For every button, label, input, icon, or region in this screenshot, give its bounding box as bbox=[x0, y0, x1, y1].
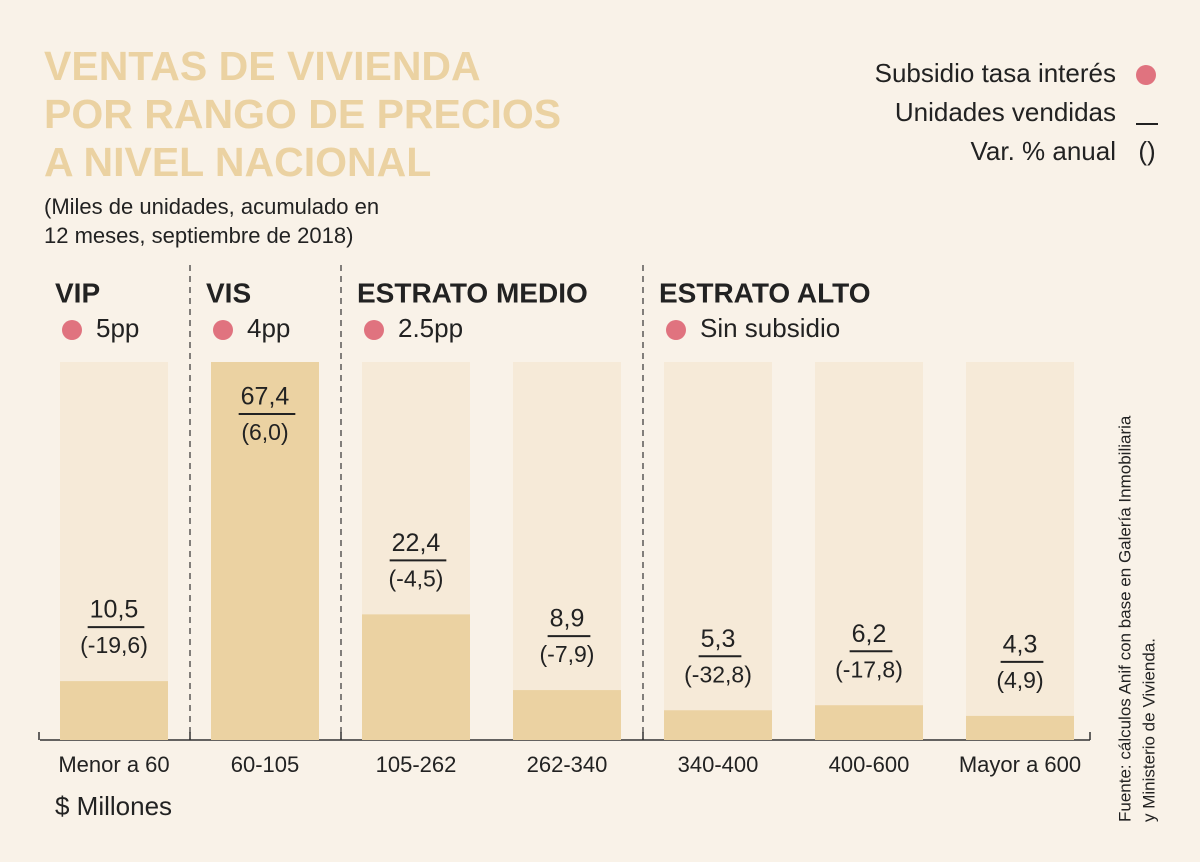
change-label: (-19,6) bbox=[80, 632, 148, 658]
group-name: VIS bbox=[206, 277, 251, 308]
x-axis-label: $ Millones bbox=[55, 791, 172, 821]
bar bbox=[513, 690, 621, 740]
bar bbox=[211, 362, 319, 740]
change-label: (4,9) bbox=[996, 667, 1043, 693]
bar-background bbox=[60, 362, 168, 740]
x-tick-label: 262-340 bbox=[527, 752, 608, 777]
subsidy-label: 4pp bbox=[247, 313, 290, 343]
legend-symbol: () bbox=[1138, 136, 1155, 166]
bar-background bbox=[966, 362, 1074, 740]
bar-background bbox=[664, 362, 772, 740]
chart-title: A NIVEL NACIONAL bbox=[44, 139, 431, 185]
group-name: ESTRATO ALTO bbox=[659, 277, 871, 308]
change-label: (-7,9) bbox=[540, 641, 595, 667]
legend-label: Subsidio tasa interés bbox=[875, 58, 1116, 88]
x-tick-label: 60-105 bbox=[231, 752, 300, 777]
change-label: (-17,8) bbox=[835, 656, 903, 682]
x-tick-label: Mayor a 600 bbox=[959, 752, 1081, 777]
subtitle: (Miles de unidades, acumulado en bbox=[44, 194, 379, 219]
subsidy-dot bbox=[213, 320, 233, 340]
value-label: 6,2 bbox=[852, 620, 887, 648]
change-label: (-32,8) bbox=[684, 661, 752, 687]
chart-title: VENTAS DE VIVIENDA bbox=[44, 43, 481, 89]
subsidy-dot bbox=[666, 320, 686, 340]
bar bbox=[664, 710, 772, 740]
group-name: ESTRATO MEDIO bbox=[357, 277, 588, 308]
bar bbox=[362, 614, 470, 740]
value-label: 4,3 bbox=[1003, 630, 1038, 658]
subsidy-dot bbox=[364, 320, 384, 340]
legend-dot bbox=[1136, 65, 1156, 85]
value-label: 22,4 bbox=[392, 529, 441, 557]
change-label: (-4,5) bbox=[389, 565, 444, 591]
source: Fuente: cálculos Anif con base en Galerí… bbox=[1115, 415, 1134, 822]
bar bbox=[815, 705, 923, 740]
x-tick-label: 400-600 bbox=[829, 752, 910, 777]
x-tick-label: Menor a 60 bbox=[58, 752, 169, 777]
group-name: VIP bbox=[55, 277, 100, 308]
bar-background bbox=[513, 362, 621, 740]
x-tick-label: 340-400 bbox=[678, 752, 759, 777]
subsidy-label: 5pp bbox=[96, 313, 139, 343]
value-label: 10,5 bbox=[90, 596, 139, 624]
change-label: (6,0) bbox=[241, 419, 288, 445]
bar bbox=[966, 715, 1074, 740]
x-tick-label: 105-262 bbox=[376, 752, 457, 777]
value-label: 5,3 bbox=[701, 625, 736, 653]
bar bbox=[60, 681, 168, 740]
subsidy-label: 2.5pp bbox=[398, 313, 463, 343]
legend-label: Var. % anual bbox=[970, 136, 1116, 166]
subsidy-dot bbox=[62, 320, 82, 340]
legend-label: Unidades vendidas bbox=[895, 97, 1116, 127]
bar-background bbox=[815, 362, 923, 740]
chart-title: POR RANGO DE PRECIOS bbox=[44, 91, 561, 137]
value-label: 8,9 bbox=[550, 605, 585, 633]
source: y Ministerio de Vivienda. bbox=[1139, 638, 1158, 822]
subtitle: 12 meses, septiembre de 2018) bbox=[44, 223, 353, 248]
subsidy-label: Sin subsidio bbox=[700, 313, 840, 343]
value-label: 67,4 bbox=[241, 383, 290, 411]
